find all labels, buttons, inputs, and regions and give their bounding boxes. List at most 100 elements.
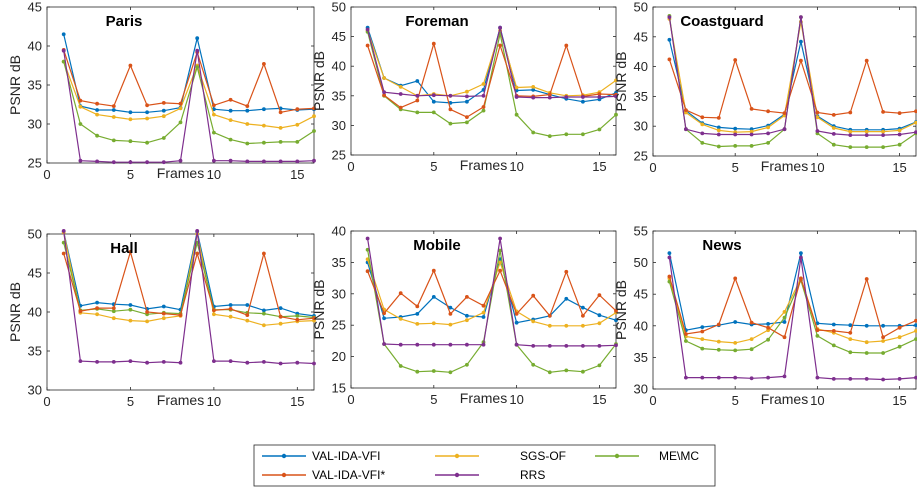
data-point-memc — [766, 141, 770, 145]
data-point-memc — [128, 139, 133, 144]
data-point-rrs — [145, 360, 150, 365]
data-point-val-ida-vfi — [448, 305, 453, 310]
data-point-val-ida-vfi-star — [431, 41, 436, 46]
data-point-sgs-of — [128, 318, 133, 323]
data-point-memc — [564, 132, 569, 137]
data-point-rrs — [547, 95, 552, 100]
data-point-rrs — [312, 158, 316, 163]
x-tick-label: 15 — [892, 393, 906, 408]
data-point-rrs — [365, 27, 370, 32]
data-point-val-ida-vfi — [415, 79, 420, 83]
data-point-val-ida-vfi — [61, 32, 66, 37]
data-point-sgs-of — [448, 322, 453, 327]
x-tick-label: 10 — [810, 160, 824, 175]
y-tick-label: 40 — [28, 305, 42, 320]
data-point-val-ida-vfi — [95, 108, 99, 112]
series-rrs-foreman — [365, 25, 618, 100]
data-point-memc — [295, 314, 300, 318]
data-point-memc — [848, 350, 853, 355]
y-tick-label: 45 — [332, 29, 346, 44]
panel-paris: 25 30 35 40 45 0 5 10 15 Frames PSNR dB Paris — [7, 0, 316, 182]
data-point-val-ida-vfi — [564, 296, 569, 301]
data-point-sgs-of — [178, 106, 183, 111]
y-tick-label: 35 — [634, 350, 648, 365]
data-point-val-ida-vfi-star — [145, 310, 150, 314]
data-point-memc — [881, 145, 885, 150]
data-point-sgs-of — [848, 129, 853, 134]
legend-label-sgs-of: SGS-OF — [520, 449, 566, 463]
data-point-memc — [481, 108, 486, 113]
series-line-val-ida-vfi-star — [63, 49, 315, 113]
data-point-sgs-of — [700, 122, 705, 127]
series-line-sgs-of — [63, 61, 315, 129]
data-point-val-ida-vfi-star — [481, 105, 486, 109]
data-point-val-ida-vfi-star — [782, 335, 787, 340]
data-point-rrs — [178, 158, 183, 163]
data-point-val-ida-vfi — [799, 251, 803, 256]
x-tick-label: 0 — [649, 160, 656, 175]
data-point-memc — [864, 351, 869, 355]
data-point-val-ida-vfi-star — [312, 106, 316, 111]
series-rrs-hall — [61, 229, 316, 366]
panel-title-paris: Paris — [106, 13, 143, 30]
panel-coastguard: 25 30 35 40 45 50 0 5 10 15 Frames PSNR dB Coastguar… — [613, 0, 917, 175]
data-point-memc — [195, 65, 200, 69]
series-line-val-ida-vfi-star — [63, 249, 315, 321]
data-point-val-ida-vfi — [161, 304, 166, 309]
series-line-rrs — [367, 27, 617, 99]
data-point-memc — [448, 370, 453, 375]
data-point-memc — [514, 112, 519, 117]
data-point-val-ida-vfi-star — [295, 317, 300, 322]
y-axis-label: PSNR dB — [311, 280, 327, 340]
data-point-rrs — [61, 229, 66, 233]
data-point-val-ida-vfi — [128, 110, 133, 115]
data-point-rrs — [799, 255, 803, 260]
data-point-val-ida-vfi-star — [95, 101, 99, 106]
data-point-memc — [498, 248, 502, 253]
data-point-val-ida-vfi — [95, 300, 99, 305]
data-point-val-ida-vfi — [278, 306, 283, 310]
data-point-val-ida-vfi-star — [78, 309, 83, 314]
y-tick-label: 35 — [28, 78, 42, 93]
data-point-rrs — [498, 25, 502, 30]
data-point-val-ida-vfi — [864, 323, 869, 328]
data-point-sgs-of — [228, 118, 233, 122]
panel-title-foreman: Foreman — [405, 13, 468, 30]
series-line-val-ida-vfi-star — [668, 57, 917, 119]
data-point-val-ida-vfi-star — [145, 103, 150, 108]
data-point-val-ida-vfi — [481, 315, 486, 319]
data-point-rrs — [295, 360, 300, 365]
data-point-val-ida-vfi — [733, 126, 738, 131]
data-point-val-ida-vfi — [228, 303, 233, 307]
data-point-rrs — [415, 342, 420, 347]
x-tick-label: 0 — [43, 167, 50, 182]
data-point-rrs — [667, 15, 672, 19]
data-point-val-ida-vfi-star — [700, 115, 705, 120]
series-line-val-ida-vfi — [668, 252, 917, 331]
data-point-val-ida-vfi — [145, 110, 150, 115]
data-point-val-ida-vfi-star — [864, 58, 869, 63]
y-tick-label: 35 — [332, 88, 346, 103]
y-tick-label: 25 — [634, 149, 648, 164]
data-point-rrs — [547, 344, 552, 348]
series-line-rrs — [668, 257, 917, 381]
data-point-rrs — [597, 344, 602, 348]
data-point-rrs — [262, 159, 266, 164]
data-point-rrs — [448, 342, 453, 347]
x-axis-label: Frames — [157, 392, 204, 408]
y-tick-label: 45 — [28, 266, 42, 281]
data-point-rrs — [128, 160, 133, 165]
legend-marker-rrs — [454, 472, 460, 478]
data-point-rrs — [914, 130, 917, 135]
data-point-rrs — [914, 375, 917, 380]
data-point-sgs-of — [881, 339, 885, 343]
data-point-memc — [111, 138, 116, 143]
data-point-val-ida-vfi-star — [864, 277, 869, 281]
data-point-val-ida-vfi-star — [733, 58, 738, 62]
data-point-memc — [78, 122, 83, 126]
series-memc-paris — [61, 59, 316, 146]
legend-marker-sgs-of — [454, 453, 460, 459]
panel-title-news: News — [702, 237, 741, 254]
data-point-val-ida-vfi-star — [815, 110, 820, 115]
